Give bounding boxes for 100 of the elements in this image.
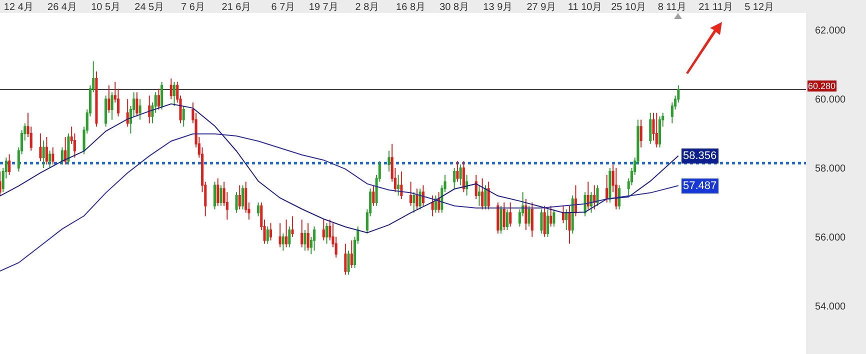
candlestick (350, 240, 353, 268)
candlestick (412, 192, 416, 214)
candlestick (278, 222, 282, 248)
y-tick-label: 62.000 (815, 26, 846, 37)
candlestick (459, 164, 462, 186)
candlestick (478, 184, 481, 206)
candlestick (306, 222, 310, 252)
candlestick (640, 119, 642, 148)
candlestick (596, 184, 599, 206)
x-tick-label: 11 10月 (568, 2, 602, 13)
candlestick (606, 174, 608, 203)
candlestick (300, 219, 304, 248)
candlestick (241, 184, 244, 210)
candlestick (48, 150, 52, 168)
candlestick (67, 133, 70, 166)
candlestick (42, 140, 45, 168)
candlestick (257, 202, 260, 217)
candlestick (502, 202, 506, 230)
candlestick (528, 205, 530, 228)
candlestick (160, 81, 164, 110)
candlestick (552, 208, 556, 228)
candlestick (568, 205, 571, 244)
y-tick-label: 54.000 (815, 301, 846, 312)
candlestick (584, 192, 586, 217)
candlestick (543, 205, 546, 238)
line-series (0, 133, 679, 272)
x-tick-label: 7 6月 (180, 2, 205, 13)
candlestick (550, 205, 552, 228)
x-tick-label: 6 7月 (271, 2, 296, 13)
candlestick (285, 219, 288, 248)
candlestick (138, 98, 142, 120)
candlestick (453, 168, 456, 190)
candlestick (418, 188, 422, 210)
candlestick (506, 208, 509, 230)
candlestick (148, 95, 151, 124)
x-tick-label: 25 10月 (611, 2, 646, 13)
candlestick (618, 184, 621, 210)
candlestick (313, 226, 316, 252)
candlestick (562, 205, 565, 224)
x-tick-label: 27 9月 (526, 2, 556, 13)
candlestick (170, 78, 172, 100)
candlestick (397, 174, 400, 196)
candlestick (434, 195, 437, 214)
candlestick (574, 184, 577, 217)
candlestick (422, 184, 424, 206)
candlestick (540, 208, 543, 234)
candlestick (400, 170, 403, 200)
candlestick (431, 195, 434, 217)
candlestick (45, 136, 48, 166)
y-tick-label: 60.000 (815, 94, 846, 106)
candlestick (52, 146, 54, 166)
candlestick (157, 88, 160, 110)
candlestick (64, 136, 67, 166)
x-tick-label: 8 11月 (658, 2, 687, 13)
candlestick (410, 181, 412, 206)
data-label: 58.356 (683, 150, 717, 162)
candlestick (456, 160, 459, 182)
candlestick (586, 181, 590, 210)
candlestick (173, 81, 176, 106)
candlestick (372, 184, 375, 206)
x-tick-label: 19 7月 (308, 2, 338, 13)
candlestick (546, 208, 549, 238)
candlestick (95, 71, 98, 128)
x-tick-label: 13 9月 (483, 2, 513, 13)
candlestick (484, 184, 487, 210)
y-tick-label: 56.000 (815, 232, 846, 244)
candlestick (530, 202, 534, 238)
candlestick (182, 106, 185, 128)
candlestick (590, 192, 593, 214)
x-tick-label: 24 5月 (134, 2, 164, 13)
candlestick (216, 178, 220, 206)
candlestick (104, 95, 108, 128)
candlestick (438, 192, 440, 214)
x-tick-label: 26 4月 (48, 2, 77, 13)
data-label: 57.487 (683, 180, 717, 192)
candlestick (39, 133, 42, 162)
candlestick (110, 92, 114, 120)
candlestick (500, 205, 502, 234)
candlestick (466, 174, 468, 196)
candlestick (266, 226, 269, 244)
candlestick (524, 198, 528, 230)
candlestick (565, 208, 568, 230)
candlestick (658, 116, 661, 148)
line-series (0, 103, 679, 234)
candlestick (108, 84, 110, 114)
candlestick (269, 222, 272, 241)
candlestick (288, 226, 291, 248)
candlestick (474, 174, 478, 200)
candlestick (325, 222, 328, 244)
candlestick (8, 154, 11, 176)
candlestick (462, 160, 465, 193)
candlestick (344, 243, 347, 276)
candlestick (388, 150, 390, 172)
candlestick (213, 181, 216, 210)
x-tick-label: 2 8月 (355, 2, 380, 13)
x-tick-label: 21 6月 (222, 2, 252, 13)
candlestick (347, 250, 350, 276)
candlestick (649, 112, 652, 144)
x-tick-label: 5 12月 (744, 2, 774, 13)
candlestick (238, 184, 241, 210)
